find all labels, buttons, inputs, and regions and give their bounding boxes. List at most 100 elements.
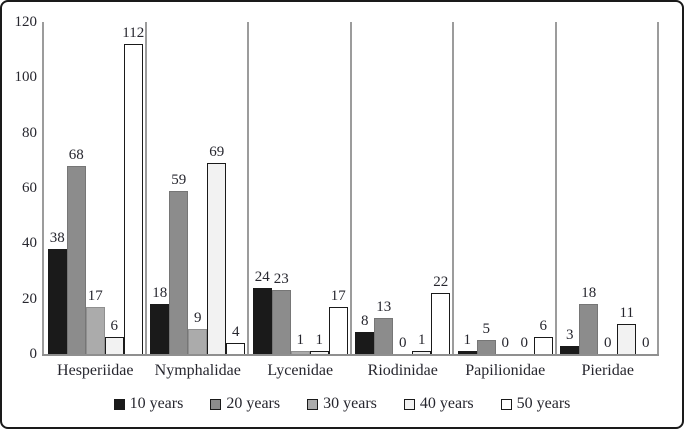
category-label-nymphalidae: Nymphalidae [154, 362, 241, 379]
bar-value-label: 13 [376, 299, 392, 316]
bar-10-years-hesperiidae [47, 248, 67, 354]
bar-30-years-nymphalidae [188, 329, 208, 354]
y-axis: 0 20 40 60 80 100 120 [2, 14, 38, 362]
bar-20-years-papilionidae [476, 340, 496, 354]
bar-value-label: 69 [209, 144, 225, 161]
bar-20-years-hesperiidae [66, 165, 86, 354]
bar-value-label: 6 [539, 318, 548, 335]
y-tick-label: 40 [22, 235, 37, 252]
bar-value-label: 59 [171, 171, 187, 188]
x-axis-category-labels: Hesperiidae Nymphalidae Lycenidae Riodinida… [44, 362, 659, 384]
bar-40-years-nymphalidae [207, 163, 227, 354]
legend-swatch-icon [210, 398, 222, 410]
category-separator-line [349, 22, 352, 354]
bar-value-label: 3 [566, 326, 574, 343]
y-tick-label: 0 [29, 346, 38, 362]
bar-50-years-nymphalidae [226, 342, 246, 354]
legend-label: 30 years [323, 395, 377, 412]
category-separator-line [247, 22, 249, 354]
legend-label: 50 years [516, 395, 571, 412]
category-separator-line [657, 22, 659, 354]
bar-30-years-lycenidae [290, 351, 310, 354]
bar-value-label: 9 [194, 310, 202, 327]
plot-area: 38 68 17 6 112 18 59 9 69 4 24 23 1 1 17 8 13 0 1 22 1 5 0 0 6 3 1… [42, 22, 660, 356]
bar-value-label: 68 [68, 146, 84, 163]
category-label-papilionidae: Papilionidae [465, 362, 546, 379]
bar-value-label: 1 [296, 332, 305, 349]
legend-swatch-icon [307, 398, 319, 410]
bar-20-years-lycenidae [271, 290, 291, 354]
bar-20-years-riodinidae [374, 318, 394, 354]
category-separator-line [554, 22, 557, 354]
bar-value-label: 1 [463, 332, 472, 349]
x-axis-baseline [42, 354, 659, 356]
category-separator-line [452, 22, 454, 354]
bar-10-years-riodinidae [355, 331, 375, 354]
bar-value-label: 0 [501, 335, 510, 351]
bar-value-label: 11 [619, 304, 634, 321]
bar-40-years-lycenidae [309, 351, 329, 354]
bar-value-label: 38 [49, 229, 65, 246]
bar-50-years-papilionidae [533, 337, 553, 354]
bar-value-label: 5 [482, 321, 491, 338]
bar-value-label: 0 [520, 335, 529, 351]
y-tick-label: 20 [22, 290, 37, 307]
y-tick-label: 80 [22, 124, 37, 141]
bar-value-label: 17 [330, 287, 346, 304]
category-band-hesperiidae: 38 68 17 6 112 [44, 22, 147, 354]
y-tick-label: 60 [22, 180, 37, 196]
y-tick-label: 100 [14, 69, 38, 86]
bar-40-years-hesperiidae [104, 337, 124, 354]
bar-20-years-nymphalidae [169, 190, 189, 354]
bar-10-years-nymphalidae [150, 304, 170, 354]
legend: 10 years 20 years 30 years 40 years 50 years [2, 396, 682, 412]
bar-40-years-riodinidae [412, 351, 432, 354]
bar-value-label: 6 [110, 318, 119, 335]
category-label-lycenidae: Lycenidae [267, 362, 334, 379]
category-separator-line [144, 22, 147, 354]
bar-value-label: 18 [581, 285, 597, 302]
legend-label: 40 years [419, 395, 474, 412]
bar-value-label: 0 [642, 335, 650, 351]
category-band-lycenidae: 24 23 1 1 17 [249, 22, 352, 354]
legend-item-10-years: 10 years [113, 395, 184, 412]
bar-value-label: 22 [433, 274, 449, 291]
bar-value-label: 1 [418, 332, 426, 349]
bar-value-label: 24 [254, 268, 270, 285]
bar-30-years-hesperiidae [85, 306, 105, 354]
category-label-hesperiidae: Hesperiidae [57, 362, 134, 379]
legend-item-20-years: 20 years [210, 396, 280, 412]
bar-value-label: 4 [232, 323, 240, 340]
y-axis-line [42, 22, 44, 354]
bar-value-label: 18 [152, 285, 168, 302]
bar-10-years-pieridae [560, 345, 580, 354]
bar-50-years-lycenidae [328, 306, 348, 354]
bar-value-label: 0 [604, 335, 612, 351]
category-band-pieridae: 3 18 0 11 0 [557, 22, 660, 354]
bar-50-years-riodinidae [431, 293, 451, 354]
legend-label: 20 years [226, 395, 281, 412]
legend-item-50-years: 50 years [500, 395, 571, 412]
legend-item-30-years: 30 years [307, 396, 377, 412]
bar-40-years-pieridae [617, 323, 637, 354]
bar-value-label: 8 [361, 312, 369, 329]
legend-label: 10 years [129, 395, 184, 412]
category-band-riodinidae: 8 13 0 1 22 [352, 22, 455, 354]
bar-10-years-papilionidae [457, 351, 477, 354]
bar-value-label: 1 [315, 332, 324, 349]
category-label-riodinidae: Riodinidae [367, 362, 438, 379]
bar-10-years-lycenidae [252, 287, 272, 354]
y-tick-label: 120 [14, 14, 38, 30]
bar-20-years-pieridae [579, 304, 599, 354]
bar-value-label: 17 [87, 287, 103, 304]
category-band-nymphalidae: 18 59 9 69 4 [147, 22, 250, 354]
bar-50-years-hesperiidae [123, 44, 143, 354]
bar-value-label: 112 [122, 25, 145, 42]
legend-swatch-icon [403, 398, 415, 410]
bar-value-label: 0 [399, 335, 407, 351]
bar-value-label: 23 [273, 271, 289, 288]
legend-swatch-icon [113, 398, 125, 410]
category-label-pieridae: Pieridae [581, 362, 634, 379]
